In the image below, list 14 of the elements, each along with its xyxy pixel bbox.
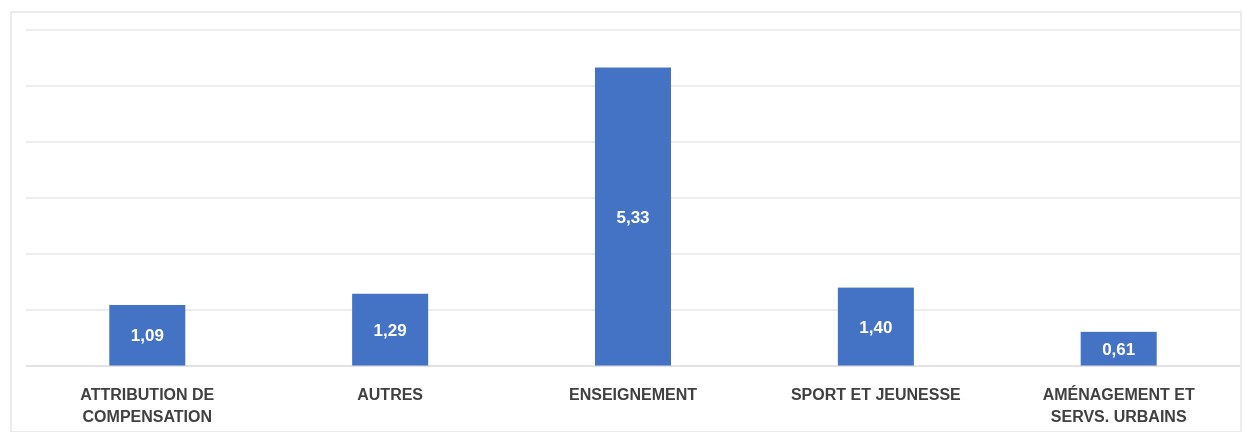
data-label: 1,09	[130, 326, 164, 346]
bar	[837, 287, 914, 366]
x-tick-label: ATTRIBUTION DE COMPENSATION	[80, 386, 215, 425]
x-tick-label: AUTRES	[357, 386, 424, 403]
x-tick-label: SPORT ET JEUNESSE	[790, 386, 962, 403]
bar	[109, 304, 186, 366]
bar	[594, 67, 672, 366]
data-label: 5,33	[616, 207, 650, 227]
bar	[352, 293, 429, 366]
data-label: 0,61	[1102, 339, 1136, 359]
x-tick-label: ENSEIGNEMENT	[568, 386, 698, 403]
x-tick-label: AMÉNAGEMENT ET SERVS. URBAINS	[1042, 385, 1195, 425]
data-label: 1,29	[373, 320, 407, 340]
data-label: 1,40	[859, 317, 893, 337]
